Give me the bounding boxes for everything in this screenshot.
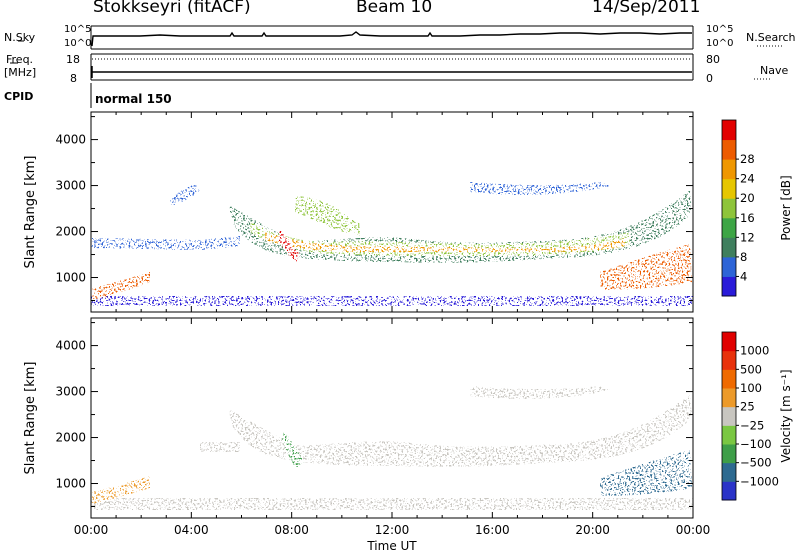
beam-title: Beam 10 xyxy=(356,0,433,17)
power-colorbar-label: Power [dB] xyxy=(779,175,793,240)
velocity-ytick-label: 4000 xyxy=(55,339,86,353)
velocity-colorbar-segment xyxy=(722,406,736,426)
velocity-colorbar-segment xyxy=(722,462,736,482)
velocity-near-2100 xyxy=(600,450,692,496)
xtick-label: 16:00 xyxy=(475,523,510,537)
nave-bottom-label: 0 xyxy=(706,72,713,85)
velocity-ytick-label: 1000 xyxy=(55,477,86,491)
power-colorbar-tick-label: 28 xyxy=(740,152,755,166)
velocity-colorbar-segment xyxy=(722,350,736,370)
power-colorbar-segment xyxy=(722,178,736,199)
power-fleck-0400 xyxy=(170,184,200,206)
time-axis: 00:00 04:00 08:00 12:00 16:00 20:00 00:00 Time … xyxy=(74,523,711,553)
freq-top-label: 18 xyxy=(66,53,80,66)
velocity-colorbar-segment xyxy=(722,481,736,501)
power-colorbar-tick-label: 24 xyxy=(740,172,755,186)
power-band-core xyxy=(265,232,625,252)
velocity-ytick-label: 3000 xyxy=(55,385,86,399)
power-colorbar-tick-label: 12 xyxy=(740,230,755,244)
velocity-axes: 1000 2000 3000 4000 Slant Range [km] xyxy=(23,317,694,519)
xtick-label: 12:00 xyxy=(375,523,410,537)
power-hotspot-0800 xyxy=(278,230,300,262)
velocity-colorbar-segment xyxy=(722,444,736,464)
power-colorbar-segment xyxy=(722,139,736,160)
power-colorbar-tick-label: 16 xyxy=(740,211,755,225)
velocity-colorbar-segment xyxy=(722,332,736,352)
velocity-colorbar-tick-label: 100 xyxy=(740,381,762,395)
velocity-colorbar-frame xyxy=(721,331,737,501)
xtick-label: 08:00 xyxy=(274,523,309,537)
nsky-label: N.Sky xyxy=(4,31,36,44)
power-ytick-label: 1000 xyxy=(55,271,86,285)
velocity-colorbar-label: Velocity [m s⁻¹] xyxy=(779,369,793,462)
velocity-colorbar-segment xyxy=(722,425,736,445)
velocity-near-0000 xyxy=(92,476,150,504)
xtick-label: 20:00 xyxy=(575,523,610,537)
nsearch-top-label: 10^5 xyxy=(706,24,734,35)
velocity-colorbar-tick-label: 25 xyxy=(740,400,755,414)
power-ytick-label: 3000 xyxy=(55,179,86,193)
velocity-colorbar-segment xyxy=(722,388,736,408)
nsky-top-label: 10^5 xyxy=(64,24,92,35)
nave-label: Nave xyxy=(760,64,789,77)
nsearch-label: N.Search xyxy=(746,31,796,44)
velocity-colorbar-tick-label: 1000 xyxy=(740,344,769,358)
cpid-label: CPID xyxy=(4,90,34,103)
station-title: Stokkseyri (fitACF) xyxy=(93,0,251,17)
xtick-label: 04:00 xyxy=(174,523,209,537)
power-colorbar-tick-label: 4 xyxy=(740,269,747,283)
velocity-colorbar-segment xyxy=(722,369,736,389)
power-ylabel: Slant Range [km] xyxy=(23,156,38,269)
xaxis-label: Time UT xyxy=(366,539,417,553)
velocity-patch-0800 xyxy=(282,432,304,468)
velocity-colorbar-tick-label: −1000 xyxy=(740,474,779,488)
power-arc-upper xyxy=(470,182,610,195)
nsearch-bottom-label: 10^0 xyxy=(706,38,734,49)
power-colorbar: 4 8 12 16 20 24 28 Power [dB] xyxy=(721,119,793,297)
nsky-trace xyxy=(91,31,692,47)
power-colorbar-segment xyxy=(722,217,736,238)
nsky-strip xyxy=(18,25,782,50)
power-colorbar-segment xyxy=(722,159,736,180)
power-colorbar-tick-label: 8 xyxy=(740,250,747,264)
power-colorbar-segment xyxy=(722,120,736,141)
velocity-colorbar-tick-label: 500 xyxy=(740,362,762,376)
velocity-colorbar-tick-label: −25 xyxy=(740,418,764,432)
velocity-arc-upper xyxy=(470,386,610,399)
nave-top-label: 80 xyxy=(706,53,720,66)
freq-bottom-label: 8 xyxy=(70,72,77,85)
freq-strip xyxy=(10,53,770,81)
velocity-ylabel: Slant Range [km] xyxy=(23,362,38,475)
power-band-west xyxy=(91,236,240,250)
power-colorbar-segment xyxy=(722,256,736,277)
velocity-colorbar-tick-label: −100 xyxy=(740,437,772,451)
date-title: 14/Sep/2011 xyxy=(592,0,701,17)
power-ground-band xyxy=(91,296,693,306)
power-colorbar-segment xyxy=(722,276,736,297)
power-scatter xyxy=(91,182,693,306)
power-near-0000 xyxy=(92,272,150,300)
velocity-ytick-label: 2000 xyxy=(55,431,86,445)
power-near-2100 xyxy=(600,244,692,290)
power-colorbar-segment xyxy=(722,237,736,258)
nsky-bottom-label: 10^0 xyxy=(64,38,92,49)
power-colorbar-tick-label: 20 xyxy=(740,191,755,205)
power-axes: 1000 2000 3000 4000 Slant Range [km] xyxy=(23,111,694,313)
power-patch-0900 xyxy=(295,196,360,236)
velocity-ground-band xyxy=(91,498,693,510)
velocity-colorbar-tick-label: −500 xyxy=(740,456,772,470)
freq-unit: [MHz] xyxy=(4,66,37,79)
xtick-label: 00:00 xyxy=(74,523,109,537)
velocity-band xyxy=(229,394,692,467)
xtick-label: 00:00 xyxy=(676,523,711,537)
cpid-value: normal 150 xyxy=(95,92,172,106)
power-colorbar-segment xyxy=(722,198,736,219)
power-colorbar-frame xyxy=(721,119,737,297)
velocity-scatter xyxy=(91,386,693,510)
velocity-band-west xyxy=(200,442,240,452)
power-ytick-label: 2000 xyxy=(55,225,86,239)
power-ytick-label: 4000 xyxy=(55,133,86,147)
